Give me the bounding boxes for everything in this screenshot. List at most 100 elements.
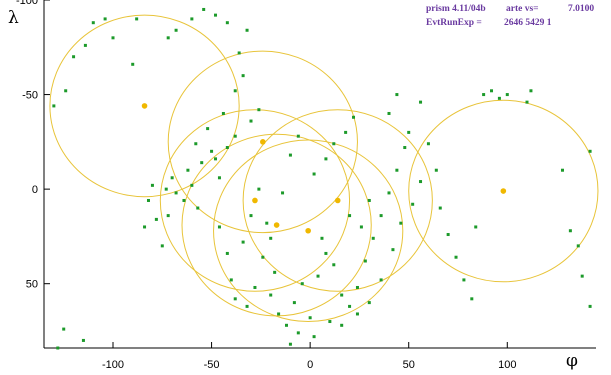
hit-point: [379, 214, 383, 218]
hit-point: [135, 17, 139, 21]
hit-point: [568, 229, 572, 233]
x-tick-label: -100: [102, 359, 124, 371]
header-line1-mid: arte vs=: [506, 4, 539, 14]
x-axis-label: φ: [566, 351, 578, 371]
hit-point: [131, 62, 135, 66]
hit-point: [62, 327, 66, 331]
hit-point: [241, 240, 245, 244]
hit-point: [395, 168, 399, 172]
hit-point: [387, 191, 391, 195]
hit-point: [257, 108, 261, 112]
header-line1-left: prism 4.11/04b: [426, 4, 486, 14]
hit-point: [411, 202, 415, 206]
hit-point: [292, 301, 296, 305]
hit-point: [229, 278, 233, 282]
hit-point: [324, 157, 328, 161]
hit-point: [320, 236, 324, 240]
hit-point: [348, 304, 352, 308]
hit-point: [525, 100, 529, 104]
hit-point: [312, 335, 316, 339]
hit-point: [379, 278, 383, 282]
hit-point: [214, 157, 218, 161]
hit-point: [225, 251, 229, 255]
hit-point: [225, 21, 229, 25]
header-line2-right: 2646 5429 1: [504, 18, 552, 28]
hit-point: [196, 206, 200, 210]
hit-point: [367, 301, 371, 305]
circle: [49, 14, 240, 198]
hit-point: [497, 96, 501, 100]
hit-point: [245, 304, 249, 308]
hit-point: [419, 100, 423, 104]
hit-point: [462, 278, 466, 282]
hit-point: [261, 255, 265, 259]
hit-point: [312, 172, 316, 176]
hit-point: [194, 142, 198, 146]
hit-point: [399, 221, 403, 225]
hit-point: [269, 236, 273, 240]
hit-point: [529, 89, 533, 93]
hit-point: [277, 312, 281, 316]
hit-point: [434, 168, 438, 172]
hit-point: [340, 323, 344, 327]
hit-point: [288, 153, 292, 157]
center-point: [260, 139, 266, 145]
hit-point: [265, 221, 269, 225]
hit-point: [64, 89, 68, 93]
hit-point: [474, 225, 478, 229]
hit-point: [150, 183, 154, 187]
y-axis-label: λ: [8, 8, 19, 28]
hit-point: [174, 191, 178, 195]
x-tick-label: 50: [403, 359, 415, 371]
hit-point: [214, 13, 218, 17]
center-point: [500, 188, 507, 194]
hit-point: [407, 130, 411, 134]
hit-point: [560, 168, 564, 172]
axes: -100 -50 0 50 100 -100 -50 0 50: [16, 0, 596, 371]
hit-point: [352, 115, 356, 119]
circle: [167, 50, 358, 234]
center-point: [273, 222, 280, 228]
x-tick-label: -50: [204, 359, 220, 371]
y-tick-label: -50: [22, 90, 38, 102]
hit-point: [233, 89, 237, 93]
hit-point: [217, 225, 221, 229]
hit-point: [190, 183, 194, 187]
hit-point: [269, 293, 273, 297]
hit-point: [470, 297, 474, 301]
hit-point: [308, 316, 312, 320]
center-point: [141, 103, 148, 109]
hit-point: [237, 51, 241, 55]
hit-point: [348, 214, 352, 218]
hit-point: [505, 93, 509, 97]
hit-point: [249, 119, 253, 123]
hit-point: [355, 285, 359, 289]
hit-point: [395, 93, 399, 97]
hit-point: [284, 323, 288, 327]
hit-point: [210, 149, 214, 153]
hit-point: [371, 236, 375, 240]
y-tick-label: 0: [32, 184, 38, 196]
hit-point: [332, 142, 336, 146]
hit-point: [576, 244, 580, 248]
hit-point: [111, 36, 115, 40]
hit-point: [200, 161, 204, 165]
hit-point: [344, 130, 348, 134]
hit-point: [580, 274, 584, 278]
hit-point: [324, 251, 328, 255]
circle: [159, 109, 351, 292]
circle: [213, 139, 404, 323]
hit-point: [438, 206, 442, 210]
hit-point: [103, 17, 107, 21]
hit-point: [143, 225, 147, 229]
hit-point: [588, 304, 592, 308]
hit-point: [363, 259, 367, 263]
hit-point: [186, 168, 190, 172]
hit-point: [419, 180, 423, 184]
hit-point: [170, 176, 174, 180]
hit-point: [391, 248, 395, 252]
hit-point: [359, 225, 363, 229]
center-point: [334, 197, 341, 204]
hit-point: [217, 176, 221, 180]
